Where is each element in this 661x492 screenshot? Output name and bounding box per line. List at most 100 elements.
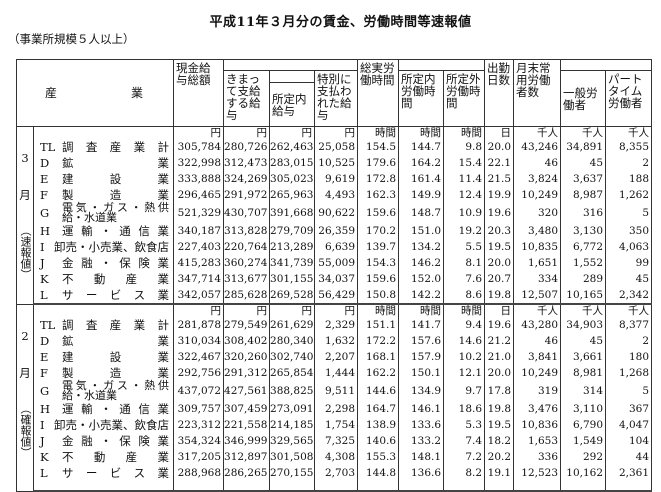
table-row: E 建設業 333,888 324,269 305,023 9,619 172.8 161.4… (17, 171, 653, 187)
industry-cell: J 金融・保険業 (32, 255, 175, 271)
value-cell: 151.0 (398, 223, 445, 239)
industry-cell: I 卸売・小売業、飲食店 (32, 239, 175, 255)
value-cell: 10,836 (513, 417, 562, 433)
value-cell: 25,058 (314, 139, 359, 155)
value-cell: 270,155 (269, 465, 316, 481)
value-cell: 5 (605, 381, 653, 401)
unit-label: 円 (314, 126, 359, 139)
industry-cell: TL 調査産業計 (32, 317, 175, 333)
industry-name: 調査産業計 (62, 140, 170, 154)
unit-label: 日 (484, 126, 515, 139)
unit-label: 時間 (443, 304, 486, 317)
industry-name: 電気・ガス・熱供給・水道業 (62, 201, 170, 224)
value-cell: 104 (605, 433, 653, 449)
industry-name: 金融・保険業 (62, 256, 170, 270)
unit-label: 円 (314, 304, 359, 317)
value-cell: 170.2 (357, 223, 400, 239)
industry-cell: H 運輸・通信業 (32, 401, 175, 417)
wage-hours-table: 産 業 現金給与総額 総実労働時間 出勤日数 月末常用労働者数 きまって支給する… (15, 59, 653, 492)
unit-spacer (32, 126, 175, 139)
value-cell: 18.2 (484, 433, 515, 449)
value-cell: 8,355 (605, 139, 653, 155)
value-cell: 415,283 (173, 255, 225, 271)
value-cell: 19.1 (484, 465, 515, 481)
value-cell: 18.6 (443, 401, 486, 417)
unit-label: 千人 (560, 304, 607, 317)
value-cell: 19.6 (484, 203, 515, 223)
value-cell: 279,549 (223, 317, 271, 333)
value-cell: 8.6 (443, 287, 486, 305)
value-cell: 19.6 (484, 317, 515, 333)
value-cell: 7.6 (443, 271, 486, 287)
value-cell: 164.2 (398, 155, 445, 171)
value-cell: 150.8 (357, 287, 400, 305)
value-cell: 90,622 (314, 203, 359, 223)
value-cell: 46 (513, 333, 562, 349)
value-cell: 291,312 (223, 365, 271, 381)
industry-name: 調査産業計 (62, 318, 170, 332)
value-cell: 20.7 (484, 271, 515, 287)
industry-code: G (40, 206, 50, 220)
value-cell: 46 (513, 155, 562, 171)
industry-code: L (40, 288, 48, 302)
value-cell: 162.2 (357, 365, 400, 381)
units-row: 3 月（速報値）円円円円時間 時間 時間日千人 千人 千人 (16, 126, 653, 305)
value-cell: 134.2 (398, 239, 445, 255)
value-cell: 5.3 (443, 417, 486, 433)
value-cell: 336 (513, 449, 562, 465)
value-cell: 3,841 (513, 349, 562, 365)
value-cell: 140.6 (357, 433, 400, 449)
value-cell: 159.6 (357, 271, 400, 287)
header-group-cash (223, 59, 359, 71)
value-cell: 521,329 (173, 203, 225, 223)
units-row: 2 月（確報値）円円円円時間 時間 時間日千人 千人 千人 (16, 303, 653, 492)
value-cell: 6,790 (560, 417, 607, 433)
spacer (605, 481, 653, 492)
table-row: G 電気・ガス・熱供給・水道業 521,329 430,707 391,668 90,62… (17, 201, 653, 224)
status-label: （速報値） (19, 225, 32, 280)
industry-cell: E 建設業 (32, 349, 175, 365)
value-cell: 262,463 (269, 139, 316, 155)
unit-label: 千人 (560, 126, 607, 139)
value-cell: 10,525 (314, 155, 359, 171)
value-cell: 3,661 (560, 349, 607, 365)
industry-code: J (40, 434, 45, 448)
table-row: D 鉱業 322,998 312,473 283,015 10,525 179.6 164.2… (17, 155, 653, 171)
industry-cell: K 不動産業 (32, 271, 175, 287)
table-row: G 電気・ガス・熱供給・水道業 437,072 427,561 388,825 9,511… (17, 379, 653, 402)
value-cell: 150.1 (398, 365, 445, 381)
value-cell: 154.3 (357, 255, 400, 271)
industry-name: 鉱業 (62, 334, 170, 348)
value-cell: 19.2 (443, 223, 486, 239)
table-row: TL 調査産業計 281,878 279,549 261,629 2,329 151.1 14… (17, 317, 653, 333)
industry-cell: G 電気・ガス・熱供給・水道業 (32, 201, 175, 224)
value-cell: 1,552 (560, 255, 607, 271)
industry-name: 電気・ガス・熱供給・水道業 (62, 379, 170, 402)
industry-code: F (40, 366, 48, 380)
value-cell: 342,057 (173, 287, 225, 305)
industry-cell: F 製造業 (32, 365, 175, 381)
value-cell: 286,265 (223, 465, 271, 481)
header-part-time: パートタイム労働者 (605, 70, 653, 127)
value-cell: 3,476 (513, 401, 562, 417)
value-cell: 21.5 (484, 171, 515, 187)
value-cell: 10.2 (443, 349, 486, 365)
industry-name: 金融・保険業 (62, 434, 170, 448)
value-cell: 22.1 (484, 155, 515, 171)
value-cell: 19.9 (484, 187, 515, 203)
value-cell: 3,637 (560, 171, 607, 187)
header-group-employees (560, 59, 653, 71)
table-row: K 不動産業 347,714 313,677 301,155 34,037 159.6 152… (17, 271, 653, 287)
value-cell: 43,246 (513, 139, 562, 155)
table-row: K 不動産業 317,205 312,897 301,508 4,308 155.3 148.… (17, 449, 653, 465)
value-cell: 20.0 (484, 365, 515, 381)
spacer (269, 481, 316, 492)
value-cell: 161.4 (398, 171, 445, 187)
industry-name: サービス業 (62, 288, 170, 302)
unit-label: 時間 (357, 126, 400, 139)
value-cell: 19.8 (484, 287, 515, 305)
month-suffix: 月 (19, 188, 31, 202)
industry-name: サービス業 (62, 466, 170, 480)
spacer (443, 481, 486, 492)
value-cell: 346,999 (223, 433, 271, 449)
